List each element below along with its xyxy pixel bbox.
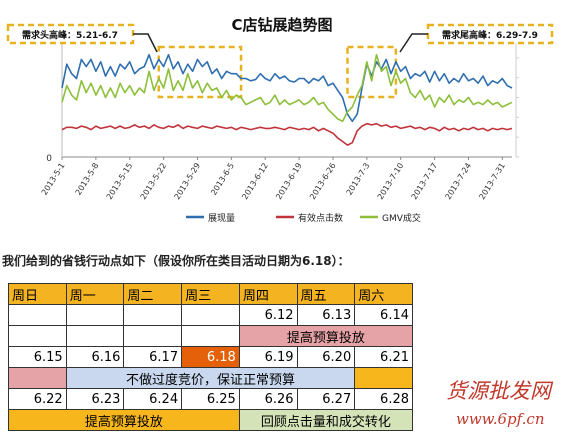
x-tick-label: 2013-6-5 <box>209 161 236 197</box>
legend-label: 展现量 <box>208 213 235 224</box>
x-tick-label: 2013-7-17 <box>410 161 440 201</box>
date-cell: 6.26 <box>238 388 298 410</box>
header-sat: 周六 <box>354 283 413 305</box>
date-cell: 6.24 <box>123 388 183 410</box>
x-tick-label: 2013-7-24 <box>444 161 474 201</box>
date-cell: 6.23 <box>65 388 125 410</box>
date-cell: 6.19 <box>238 346 298 368</box>
table-row-band-1: 提高预算投放 <box>8 325 414 347</box>
header-sun: 周日 <box>8 283 67 305</box>
x-tick-label: 2013-5-1 <box>40 161 67 197</box>
empty-cell <box>123 304 183 326</box>
raise-budget-band-2: 提高预算投放 <box>8 409 240 431</box>
raise-budget-cell <box>8 367 67 389</box>
x-tick-label: 2013-5-29 <box>173 161 203 201</box>
gmv-line <box>61 53 513 123</box>
x-tick-label: 2013-5-22 <box>139 161 169 201</box>
header-mon: 周一 <box>65 283 125 305</box>
action-plan-table: 周日 周一 周二 周三 周四 周五 周六 6.12 6.13 6.14 提高预算… <box>8 283 414 431</box>
date-cell: 6.13 <box>296 304 356 326</box>
table-row-dates-1: 6.12 6.13 6.14 <box>8 304 413 326</box>
date-cell: 6.14 <box>354 304 413 326</box>
empty-cell <box>65 304 125 326</box>
chart-title: C店钻展趋势图 <box>231 16 332 34</box>
date-cell: 6.15 <box>8 346 67 368</box>
empty-cell <box>181 325 240 347</box>
date-cell: 6.20 <box>296 346 356 368</box>
date-cell: 6.22 <box>8 388 67 410</box>
impressions-line <box>61 53 513 123</box>
annotation-leader <box>399 33 428 53</box>
table-row-dates-3: 6.22 6.23 6.24 6.25 6.26 6.27 6.28 <box>8 388 413 410</box>
table-row-band-3: 提高预算投放 回顾点击量和成交转化 <box>8 409 414 431</box>
annotation-label: 需求尾高峰：6.29-7.9 <box>442 29 538 41</box>
table-header-row: 周日 周一 周二 周三 周四 周五 周六 <box>8 283 413 305</box>
date-cell: 6.17 <box>123 346 183 368</box>
header-wed: 周三 <box>181 283 240 305</box>
empty-cell <box>8 304 67 326</box>
highlight-range-box <box>157 45 243 99</box>
date-cell: 6.12 <box>238 304 298 326</box>
watermark-brand-name: 货源批发网 <box>446 379 554 403</box>
x-tick-label: 2013-5-8 <box>74 161 101 197</box>
header-tue: 周二 <box>123 283 183 305</box>
date-cell: 6.28 <box>354 388 413 410</box>
table-row-dates-2: 6.15 6.16 6.17 6.18 6.19 6.20 6.21 <box>8 346 413 368</box>
date-cell: 6.25 <box>181 388 240 410</box>
x-tick-label: 2013-7-31 <box>477 161 507 201</box>
header-fri: 周五 <box>296 283 356 305</box>
highlight-cell <box>354 367 413 389</box>
x-tick-label: 2013-5-15 <box>105 161 135 201</box>
trend-chart: 0 C店钻展趋势图需求头高峰：5.21-6.7 需求尾高峰：6.29-7.9 2013… <box>6 16 554 224</box>
x-tick-label: 2013-6-12 <box>240 161 270 201</box>
action-note: 我们给到的省钱行动点如下（假设你所在类目活动日期为6.18）： <box>2 254 350 268</box>
date-cell: 6.27 <box>296 388 356 410</box>
raise-budget-band: 提高预算投放 <box>238 325 414 347</box>
date-cell: 6.21 <box>354 346 413 368</box>
empty-cell <box>65 325 125 347</box>
watermark-url: www.6pf.cn <box>456 410 545 428</box>
x-tick-label: 2013-7-10 <box>376 161 406 201</box>
empty-cell <box>123 325 183 347</box>
normal-budget-band: 不做过度竞价，保证正常预算 <box>65 367 356 389</box>
x-tick-label: 2013-6-26 <box>308 161 338 201</box>
header-thu: 周四 <box>238 283 298 305</box>
legend-label: 有效点击数 <box>298 212 343 224</box>
watermark-logo: 货源批发网 www.6pf.cn <box>446 379 554 428</box>
x-tick-label: 2013-7-3 <box>345 161 372 197</box>
legend-label: GMV成交 <box>382 212 421 224</box>
y-tick-label: 0 <box>46 154 52 164</box>
event-date-cell: 6.18 <box>181 346 240 368</box>
clicks-line <box>61 122 513 146</box>
empty-cell <box>8 325 67 347</box>
highlight-range-box <box>346 45 398 99</box>
date-cell: 6.16 <box>65 346 125 368</box>
annotation-label: 需求头高峰：5.21-6.7 <box>22 29 118 41</box>
empty-cell <box>181 304 240 326</box>
review-band: 回顾点击量和成交转化 <box>238 409 414 431</box>
x-tick-label: 2013-6-19 <box>274 161 304 201</box>
table-row-band-2: 不做过度竞价，保证正常预算 <box>8 367 413 389</box>
annotation-leader <box>133 33 158 53</box>
